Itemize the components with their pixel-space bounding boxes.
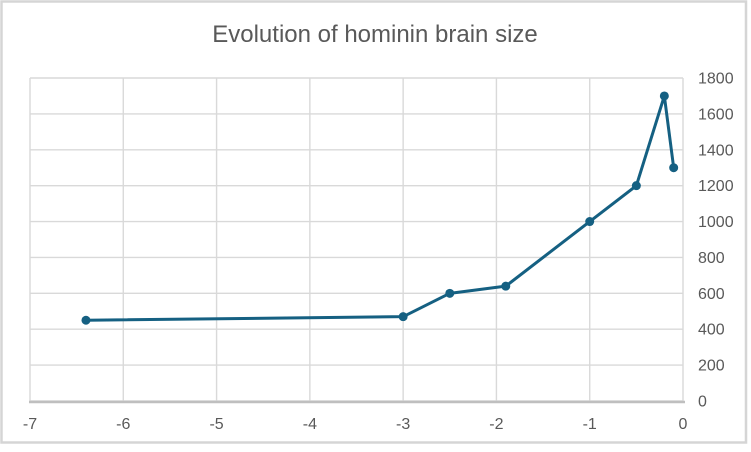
x-tick-label: -6: [116, 416, 130, 433]
x-tick-label: -5: [209, 416, 223, 433]
data-point-marker: [81, 315, 91, 325]
y-tick-label: 1600: [698, 106, 734, 123]
y-tick-label: 600: [698, 286, 725, 303]
data-point-marker: [659, 91, 669, 101]
y-tick-label: 200: [698, 358, 725, 375]
x-tick-label: -1: [583, 416, 597, 433]
x-tick-label: 0: [679, 416, 688, 433]
chart-border: [0, 0, 748, 444]
data-point-marker: [501, 281, 511, 291]
plot-gridlines: [29, 77, 684, 402]
x-tick-label: -3: [396, 416, 410, 433]
y-axis-labels: 0 200 400 600 800 1000 1200 1400 1600 1800: [698, 71, 734, 411]
x-tick-label: -2: [489, 416, 503, 433]
y-tick-label: 1800: [698, 71, 734, 88]
x-tick-label: -4: [303, 416, 317, 433]
data-series: [81, 91, 679, 325]
x-axis-labels: -7 -6 -5 -4 -3 -2 -1 0: [23, 416, 688, 433]
data-point-marker: [631, 181, 641, 191]
x-tick-label: -7: [23, 416, 37, 433]
y-tick-label: 400: [698, 322, 725, 339]
y-tick-label: 0: [698, 394, 707, 411]
data-point-marker: [585, 217, 595, 227]
y-tick-label: 1000: [698, 214, 734, 231]
data-point-marker: [398, 312, 408, 322]
y-tick-label: 1200: [698, 178, 734, 195]
y-tick-label: 800: [698, 250, 725, 267]
data-series-line: [84, 94, 676, 322]
data-point-marker: [445, 288, 455, 298]
data-point-marker: [669, 163, 679, 173]
y-tick-label: 1400: [698, 142, 734, 159]
chart-title: Evolution of hominin brain size: [212, 21, 538, 48]
